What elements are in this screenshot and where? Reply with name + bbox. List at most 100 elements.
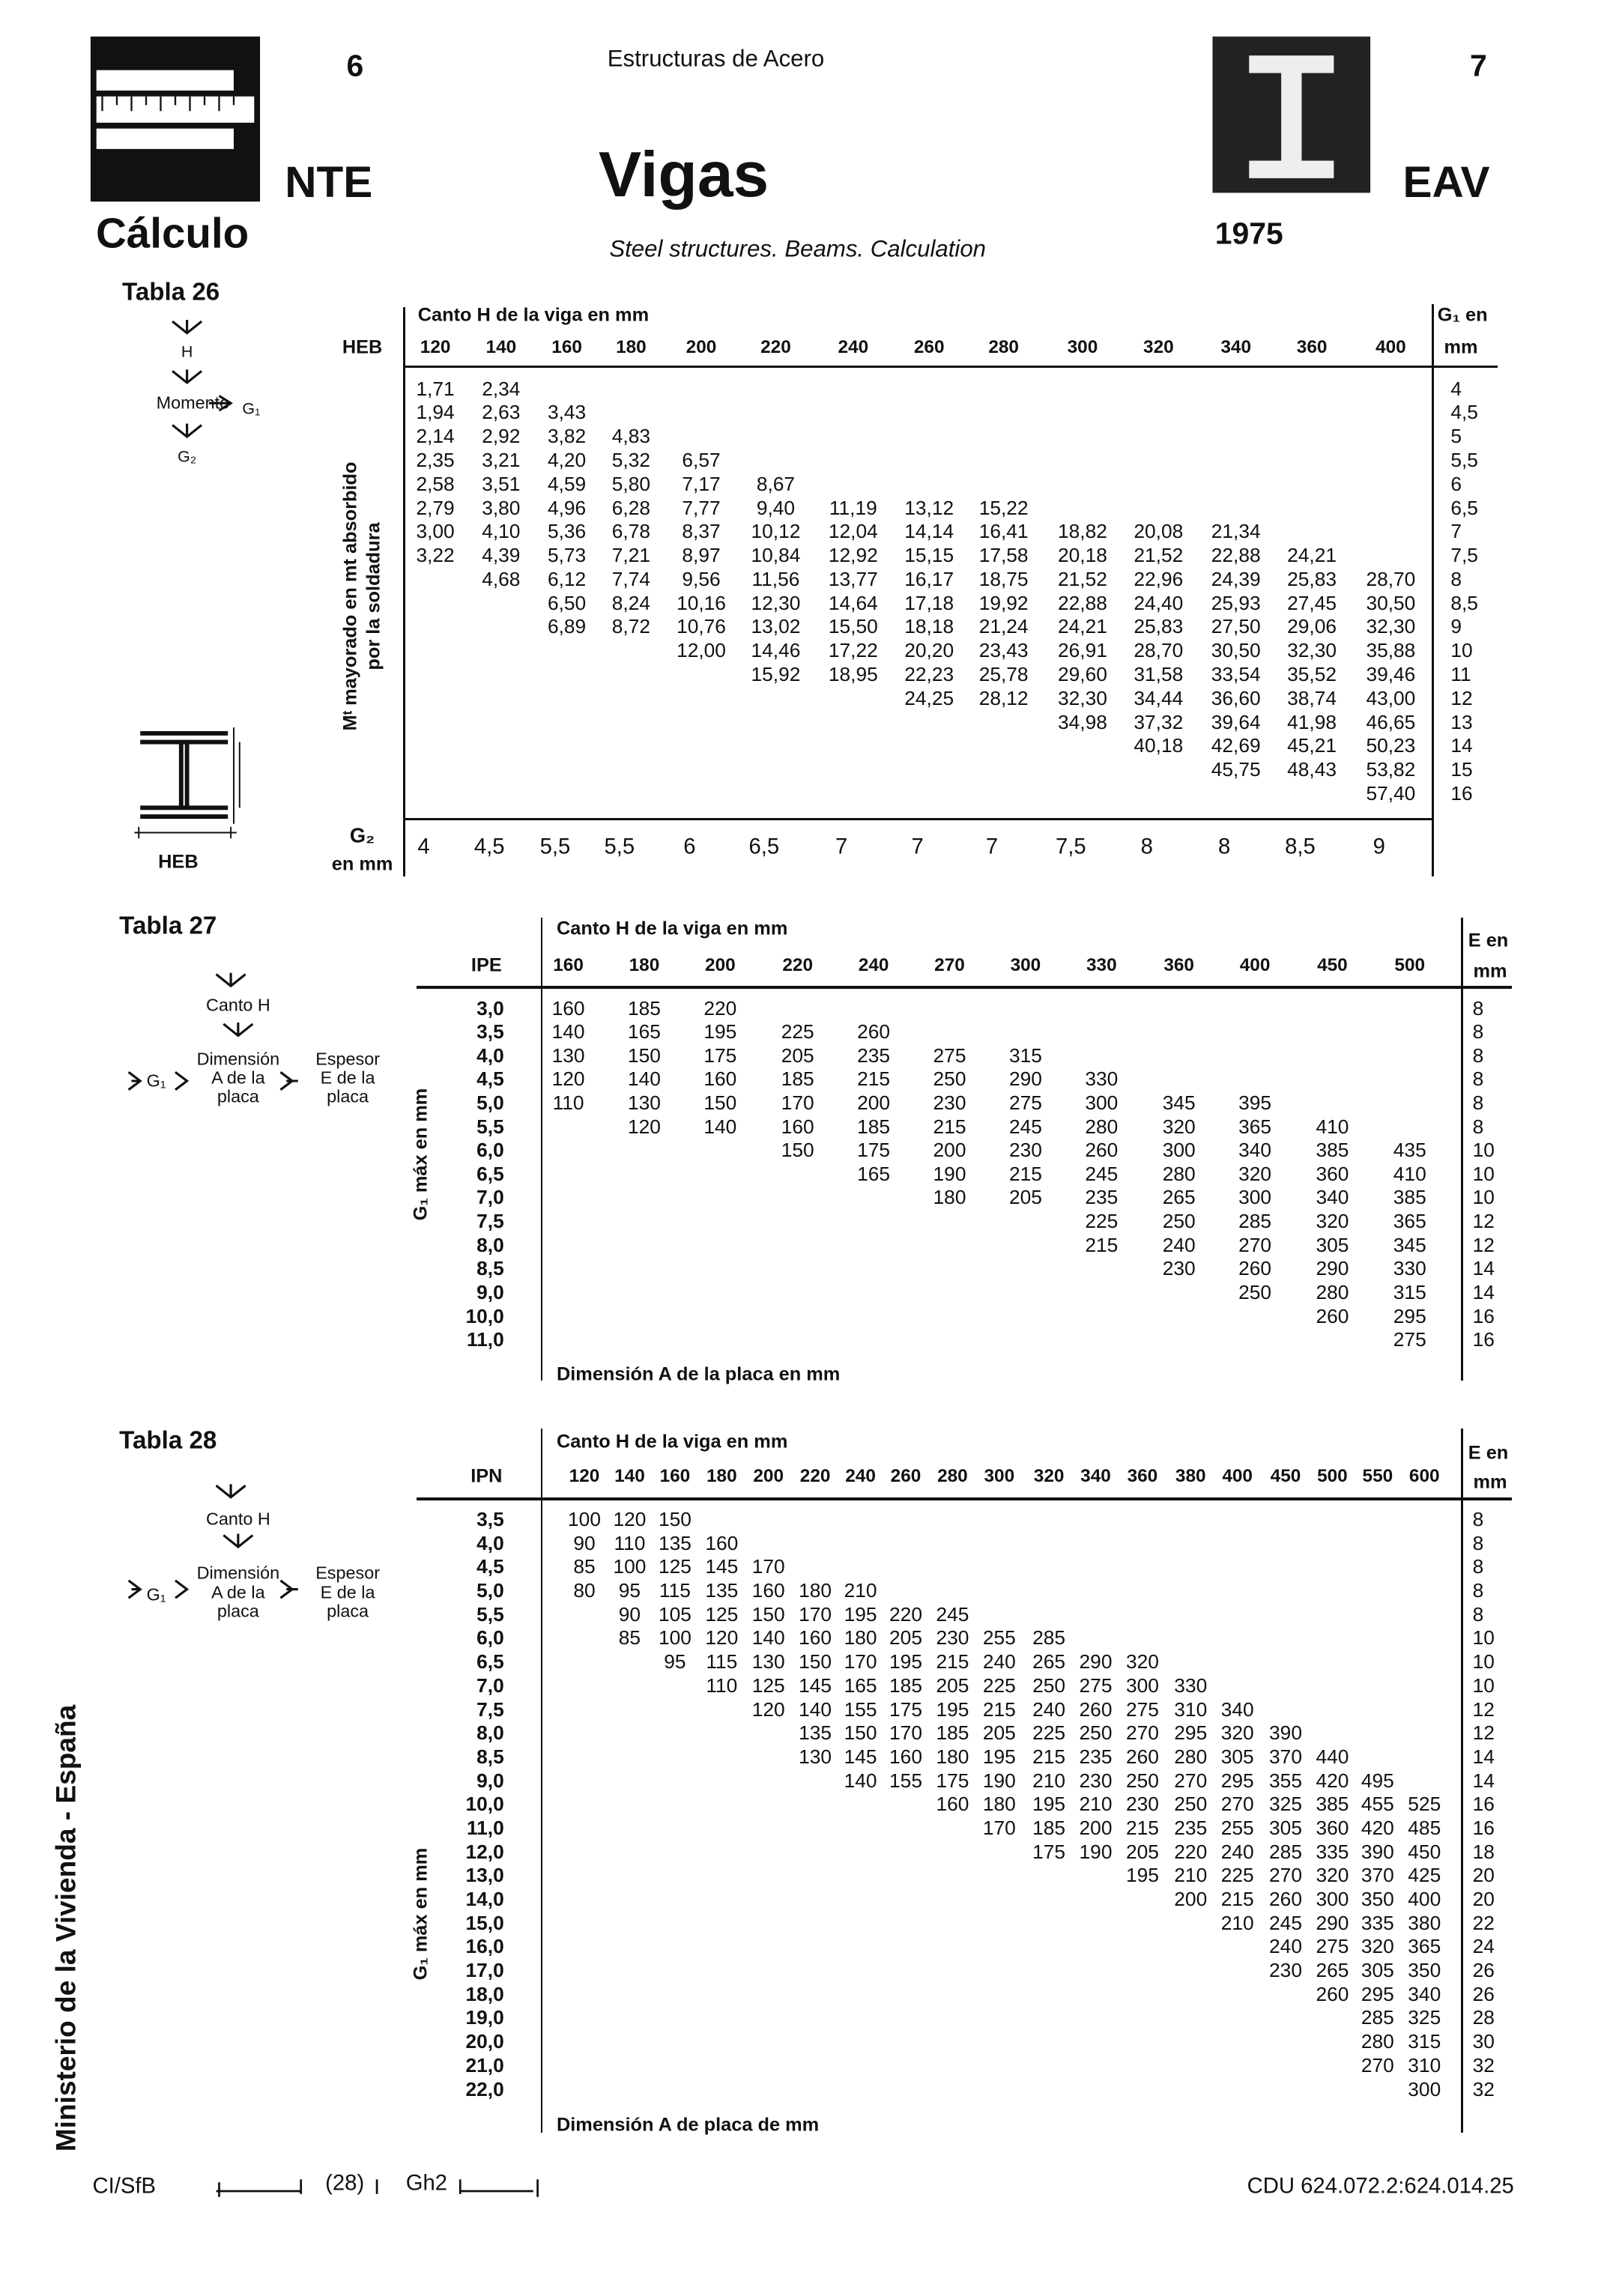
column-value: 550	[1362, 1466, 1393, 1487]
g1-value: 17,0	[465, 1958, 504, 1981]
cell: 320	[1162, 1115, 1196, 1138]
page-number: 7	[1470, 48, 1487, 83]
e-value: 14	[1472, 1280, 1495, 1303]
cell: 170	[982, 1816, 1016, 1839]
cell: 385	[1316, 1793, 1349, 1816]
rule	[403, 818, 1432, 820]
cell: 195	[982, 1745, 1016, 1768]
rule	[1432, 303, 1434, 876]
cell: 6,50	[547, 591, 587, 614]
column-value: 280	[988, 336, 1019, 357]
cell: 210	[1220, 1911, 1254, 1934]
cell: 160	[705, 1531, 739, 1554]
cell: 6,78	[611, 520, 650, 543]
g1-value: 18,0	[465, 1982, 504, 2005]
cell: 360	[1316, 1162, 1349, 1185]
cell: 160	[551, 996, 585, 1020]
cell: 245	[1008, 1115, 1042, 1138]
g1-value: 5,5	[476, 1602, 504, 1626]
e-value: 32	[1472, 2077, 1495, 2100]
cell: 240	[982, 1650, 1016, 1673]
cell: 95	[618, 1578, 641, 1602]
column-value: 160	[551, 336, 582, 357]
column-label: HEB	[342, 336, 383, 358]
cell: 255	[982, 1626, 1016, 1650]
cell: 20,18	[1058, 543, 1107, 566]
cell: 390	[1361, 1840, 1394, 1863]
flow-label: Momento	[156, 393, 230, 413]
cell: 230	[933, 1091, 966, 1114]
cell: 260	[1269, 1887, 1302, 1910]
cell: 250	[1125, 1769, 1159, 1792]
rule	[416, 1497, 1513, 1500]
cell: 50,23	[1366, 734, 1416, 757]
e-value: 22	[1472, 1911, 1495, 1934]
e-value: 10	[1472, 1186, 1495, 1209]
table-title: Tabla 27	[119, 912, 217, 940]
cell: 3,43	[547, 401, 587, 424]
g1-value: 8,5	[476, 1745, 504, 1768]
cell: 130	[799, 1745, 832, 1768]
cell: 12,92	[828, 543, 878, 566]
cell: 315	[1008, 1044, 1042, 1067]
e-value: 8	[1472, 1044, 1484, 1067]
cell: 300	[1238, 1186, 1271, 1209]
g1-value: 9	[1450, 615, 1462, 638]
g1-value: 16	[1450, 781, 1473, 805]
row-header: G₁ máx en mm	[409, 1088, 431, 1220]
cell: 255	[1220, 1816, 1254, 1839]
cell: 215	[1220, 1887, 1254, 1910]
cell: 85	[618, 1626, 641, 1650]
cell: 17,22	[828, 639, 878, 662]
cell: 6,57	[682, 448, 721, 471]
cell: 14,46	[751, 639, 801, 662]
cell: 185	[857, 1115, 891, 1138]
cell: 175	[889, 1697, 922, 1721]
column-value: 270	[934, 954, 965, 975]
cell: 215	[936, 1650, 969, 1673]
cell: 200	[1174, 1887, 1208, 1910]
cell: 160	[799, 1626, 832, 1650]
cell: 360	[1316, 1816, 1349, 1839]
cell: 305	[1361, 1958, 1394, 1981]
cell: 155	[844, 1697, 877, 1721]
cell: 145	[844, 1745, 877, 1768]
cell: 275	[1316, 1935, 1349, 1958]
cell: 175	[703, 1044, 737, 1067]
flow-label: E de la	[320, 1067, 375, 1088]
g1-value: 19,0	[465, 2006, 504, 2029]
table-title: Tabla 28	[119, 1426, 217, 1455]
cell: 225	[1032, 1721, 1066, 1745]
cell: 280	[1174, 1745, 1208, 1768]
g1-value: 5,5	[476, 1115, 504, 1138]
cell: 495	[1361, 1769, 1394, 1792]
cell: 330	[1085, 1067, 1119, 1091]
cell: 25,83	[1134, 615, 1184, 638]
g1-value: 6,5	[476, 1650, 504, 1673]
g1-value: 8,0	[476, 1233, 504, 1256]
cell: 3,00	[416, 520, 455, 543]
cell: 350	[1361, 1887, 1394, 1910]
g1-value: 8,5	[476, 1257, 504, 1280]
cell: 270	[1125, 1721, 1159, 1745]
cell: 28,70	[1134, 639, 1184, 662]
flow-label: Dimensión	[196, 1049, 280, 1069]
page-number: 6	[346, 48, 364, 83]
g1-value: 4	[1450, 377, 1462, 400]
cell: 41,98	[1287, 710, 1337, 733]
cell: 2,79	[416, 496, 455, 519]
cell: 390	[1269, 1721, 1302, 1745]
cell: 43,00	[1366, 686, 1416, 709]
g1-value: 11	[1450, 662, 1471, 685]
cell: 115	[706, 1650, 738, 1673]
cell: 25,78	[978, 662, 1029, 685]
cell: 225	[781, 1020, 814, 1043]
cell: 10,16	[677, 591, 726, 614]
cell: 230	[1008, 1139, 1042, 1162]
rule	[540, 1429, 543, 2133]
g1-value: 7,5	[1450, 543, 1478, 566]
cell: 525	[1408, 1793, 1441, 1816]
cell: 335	[1361, 1911, 1394, 1934]
g1-value: 9,0	[476, 1280, 504, 1303]
column-value: 340	[1220, 336, 1252, 357]
